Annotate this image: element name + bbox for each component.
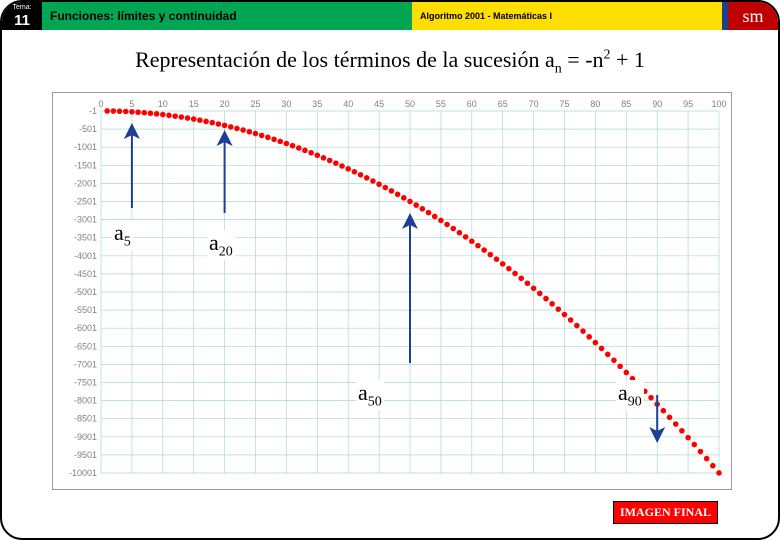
svg-text:25: 25 [250, 99, 260, 109]
svg-text:0: 0 [98, 99, 103, 109]
main-title: Representación de los términos de la suc… [2, 47, 778, 77]
title-mid: = -n [562, 47, 604, 72]
svg-text:80: 80 [590, 99, 600, 109]
tema-number: 11 [14, 12, 30, 29]
svg-text:-3501: -3501 [74, 233, 97, 243]
svg-text:-7001: -7001 [74, 359, 97, 369]
title-sub: n [555, 61, 562, 76]
term-label-a50: a50 [356, 380, 384, 410]
svg-text:-9001: -9001 [74, 432, 97, 442]
svg-text:-10001: -10001 [69, 468, 97, 478]
svg-text:70: 70 [529, 99, 539, 109]
svg-text:-501: -501 [79, 124, 97, 134]
title-prefix: Representación de los términos de la suc… [135, 47, 555, 72]
svg-text:15: 15 [189, 99, 199, 109]
svg-text:30: 30 [281, 99, 291, 109]
svg-text:75: 75 [559, 99, 569, 109]
svg-text:-1: -1 [89, 106, 97, 116]
svg-text:-9501: -9501 [74, 450, 97, 460]
sequence-chart: 0 5 10 15 20 25 30 35 40 45 50 55 60 65 70 75 80 85 90 95 10… [53, 93, 731, 489]
svg-text:95: 95 [683, 99, 693, 109]
chapter-title: Funciones: límites y continuidad [42, 2, 412, 30]
svg-text:10: 10 [158, 99, 168, 109]
svg-text:5: 5 [129, 99, 134, 109]
svg-text:90: 90 [652, 99, 662, 109]
slide-frame: Tema: 11 Funciones: límites y continuida… [0, 0, 780, 540]
svg-text:-3001: -3001 [74, 215, 97, 225]
tema-box: Tema: 11 [2, 2, 42, 30]
svg-text:60: 60 [467, 99, 477, 109]
svg-text:-1001: -1001 [74, 142, 97, 152]
header-band: Tema: 11 Funciones: límites y continuida… [2, 2, 778, 30]
svg-text:55: 55 [436, 99, 446, 109]
imagen-final-button[interactable]: IMAGEN FINAL [613, 501, 718, 524]
tema-label: Tema: [2, 2, 42, 12]
book-title: Algoritmo 2001 - Matemáticas I [412, 2, 722, 30]
term-label-a20: a20 [207, 230, 235, 260]
svg-text:-5501: -5501 [74, 305, 97, 315]
svg-text:85: 85 [621, 99, 631, 109]
title-sup: 2 [604, 48, 611, 63]
svg-text:35: 35 [312, 99, 322, 109]
book-title-text: Algoritmo 2001 - Matemáticas I [420, 11, 552, 21]
svg-text:-2501: -2501 [74, 197, 97, 207]
svg-text:45: 45 [374, 99, 384, 109]
svg-text:-2001: -2001 [74, 178, 97, 188]
svg-text:20: 20 [220, 99, 230, 109]
title-suffix: + 1 [611, 47, 645, 72]
svg-text:-1501: -1501 [74, 160, 97, 170]
svg-text:-7501: -7501 [74, 378, 97, 388]
svg-text:40: 40 [343, 99, 353, 109]
term-label-a5: a5 [112, 220, 133, 250]
svg-text:-8501: -8501 [74, 414, 97, 424]
svg-text:-4501: -4501 [74, 269, 97, 279]
svg-text:-8001: -8001 [74, 396, 97, 406]
term-label-a90: a90 [616, 380, 644, 410]
sm-logo: sm [728, 2, 778, 30]
chapter-title-text: Funciones: límites y continuidad [50, 9, 237, 23]
svg-text:65: 65 [498, 99, 508, 109]
svg-text:-5001: -5001 [74, 287, 97, 297]
svg-text:50: 50 [405, 99, 415, 109]
svg-text:-4001: -4001 [74, 251, 97, 261]
svg-text:100: 100 [711, 99, 726, 109]
svg-text:-6001: -6001 [74, 323, 97, 333]
svg-text:-6501: -6501 [74, 341, 97, 351]
chart-container: 0 5 10 15 20 25 30 35 40 45 50 55 60 65 70 75 80 85 90 95 10… [52, 92, 732, 490]
